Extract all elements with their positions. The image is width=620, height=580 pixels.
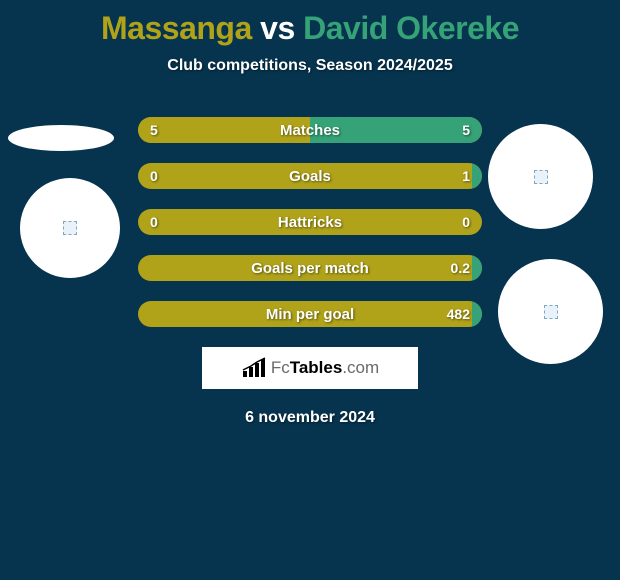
shadow-ellipse xyxy=(8,125,114,151)
stat-value-right: 5 xyxy=(462,122,470,138)
player2-avatar-2 xyxy=(498,259,603,364)
chart-icon xyxy=(241,357,267,379)
stats-container: 5Matches50Goals10Hattricks0Goals per mat… xyxy=(138,117,482,327)
placeholder-icon xyxy=(534,170,548,184)
stat-value-right: 1 xyxy=(462,168,470,184)
stat-label: Goals xyxy=(138,168,482,185)
logo-suffix: .com xyxy=(342,358,379,377)
stat-label: Hattricks xyxy=(138,214,482,231)
player2-name: David Okereke xyxy=(303,10,519,46)
logo-prefix: Fc xyxy=(271,358,290,377)
player1-avatar xyxy=(20,178,120,278)
stat-label: Min per goal xyxy=(138,306,482,323)
placeholder-icon xyxy=(63,221,77,235)
stat-value-right: 0.2 xyxy=(451,260,470,276)
comparison-subtitle: Club competitions, Season 2024/2025 xyxy=(0,57,620,75)
placeholder-icon xyxy=(544,305,558,319)
logo-main: Tables xyxy=(290,358,343,377)
branding-logo: FcTables.com xyxy=(202,347,418,389)
vs-separator: vs xyxy=(260,10,295,46)
stat-row: Goals per match0.2 xyxy=(138,255,482,281)
player1-name: Massanga xyxy=(101,10,252,46)
stat-row: 0Hattricks0 xyxy=(138,209,482,235)
stat-row: Min per goal482 xyxy=(138,301,482,327)
logo-text: FcTables.com xyxy=(271,358,379,378)
stat-value-right: 482 xyxy=(447,306,470,322)
comparison-title: Massanga vs David Okereke xyxy=(0,0,620,47)
stat-value-right: 0 xyxy=(462,214,470,230)
snapshot-date: 6 november 2024 xyxy=(0,409,620,427)
player2-avatar-1 xyxy=(488,124,593,229)
stat-row: 5Matches5 xyxy=(138,117,482,143)
stat-label: Matches xyxy=(138,122,482,139)
stat-label: Goals per match xyxy=(138,260,482,277)
stat-row: 0Goals1 xyxy=(138,163,482,189)
